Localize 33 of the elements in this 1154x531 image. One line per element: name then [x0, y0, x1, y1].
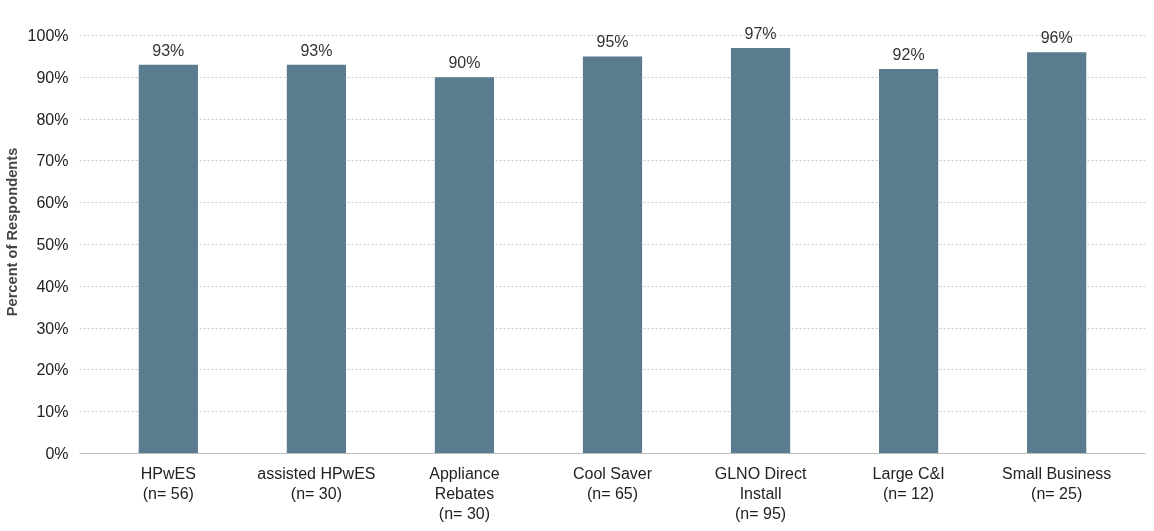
y-tick-label: 60%	[36, 194, 69, 212]
y-tick-label: 40%	[36, 277, 69, 295]
x-tick-label: GLNO Direct Install (n= 95)	[714, 464, 807, 523]
x-tick-label: Large C&I (n= 12)	[872, 464, 945, 502]
y-tick-label: 20%	[36, 361, 69, 379]
y-tick-label: 0%	[45, 445, 69, 462]
y-tick-label: 30%	[36, 319, 69, 337]
bar	[730, 48, 791, 454]
bar	[434, 77, 495, 454]
x-tick-label: Appliance Rebates (n= 30)	[429, 464, 500, 523]
data-label: 90%	[448, 54, 481, 72]
x-tick-label: Small Business (n= 25)	[1001, 464, 1112, 502]
bar	[138, 64, 198, 454]
data-label: 93%	[300, 41, 333, 59]
y-tick-label: 10%	[36, 403, 69, 421]
y-tick-label: 90%	[36, 68, 69, 86]
x-tick-label: HPwES (n= 56)	[140, 464, 196, 502]
data-label: 97%	[744, 25, 777, 43]
x-tick-label: Cool Saver (n= 65)	[572, 464, 653, 502]
data-label: 92%	[892, 46, 925, 64]
bar	[286, 64, 346, 454]
y-tick-label: 70%	[36, 152, 69, 170]
y-tick-label: 80%	[36, 110, 69, 128]
x-tick-label: assisted HPwES (n= 30)	[257, 464, 376, 502]
y-tick-label: 50%	[36, 236, 69, 254]
data-label: 96%	[1040, 29, 1073, 47]
bar	[879, 69, 939, 454]
bar	[582, 56, 643, 454]
y-tick-label: 100%	[27, 27, 69, 45]
data-label: 95%	[596, 33, 629, 51]
data-label: 93%	[152, 41, 185, 59]
y-axis-title: Percent of Respondents	[3, 147, 20, 317]
bar	[1027, 52, 1087, 454]
